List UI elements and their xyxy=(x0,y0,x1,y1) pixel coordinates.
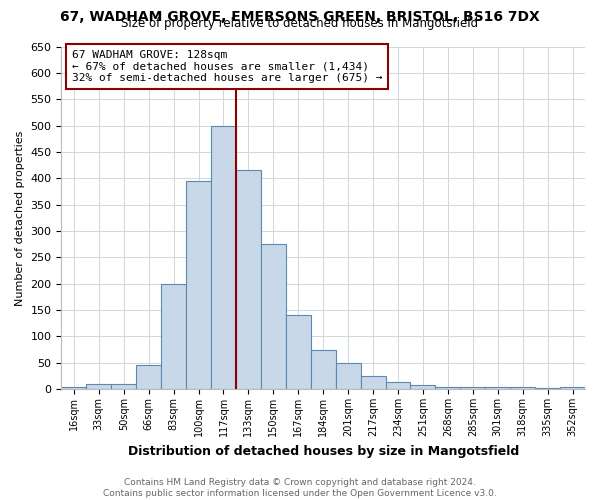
Bar xyxy=(410,385,436,389)
Bar xyxy=(61,386,86,389)
Bar xyxy=(510,386,535,389)
Y-axis label: Number of detached properties: Number of detached properties xyxy=(15,130,25,306)
Bar xyxy=(485,386,510,389)
Text: 67 WADHAM GROVE: 128sqm
← 67% of detached houses are smaller (1,434)
32% of semi: 67 WADHAM GROVE: 128sqm ← 67% of detache… xyxy=(72,50,382,83)
Bar xyxy=(436,386,460,389)
Text: 67, WADHAM GROVE, EMERSONS GREEN, BRISTOL, BS16 7DX: 67, WADHAM GROVE, EMERSONS GREEN, BRISTO… xyxy=(60,10,540,24)
Bar xyxy=(261,244,286,389)
Bar xyxy=(311,350,335,389)
Bar xyxy=(361,376,386,389)
Bar xyxy=(211,126,236,389)
Bar xyxy=(86,384,111,389)
Bar xyxy=(386,382,410,389)
Bar xyxy=(286,316,311,389)
Bar xyxy=(560,386,585,389)
Bar xyxy=(236,170,261,389)
Bar xyxy=(460,386,485,389)
Bar xyxy=(335,363,361,389)
Text: Contains HM Land Registry data © Crown copyright and database right 2024.
Contai: Contains HM Land Registry data © Crown c… xyxy=(103,478,497,498)
X-axis label: Distribution of detached houses by size in Mangotsfield: Distribution of detached houses by size … xyxy=(128,444,519,458)
Bar xyxy=(535,388,560,389)
Bar xyxy=(186,181,211,389)
Bar xyxy=(161,284,186,389)
Bar xyxy=(111,384,136,389)
Bar xyxy=(136,366,161,389)
Text: Size of property relative to detached houses in Mangotsfield: Size of property relative to detached ho… xyxy=(121,18,479,30)
